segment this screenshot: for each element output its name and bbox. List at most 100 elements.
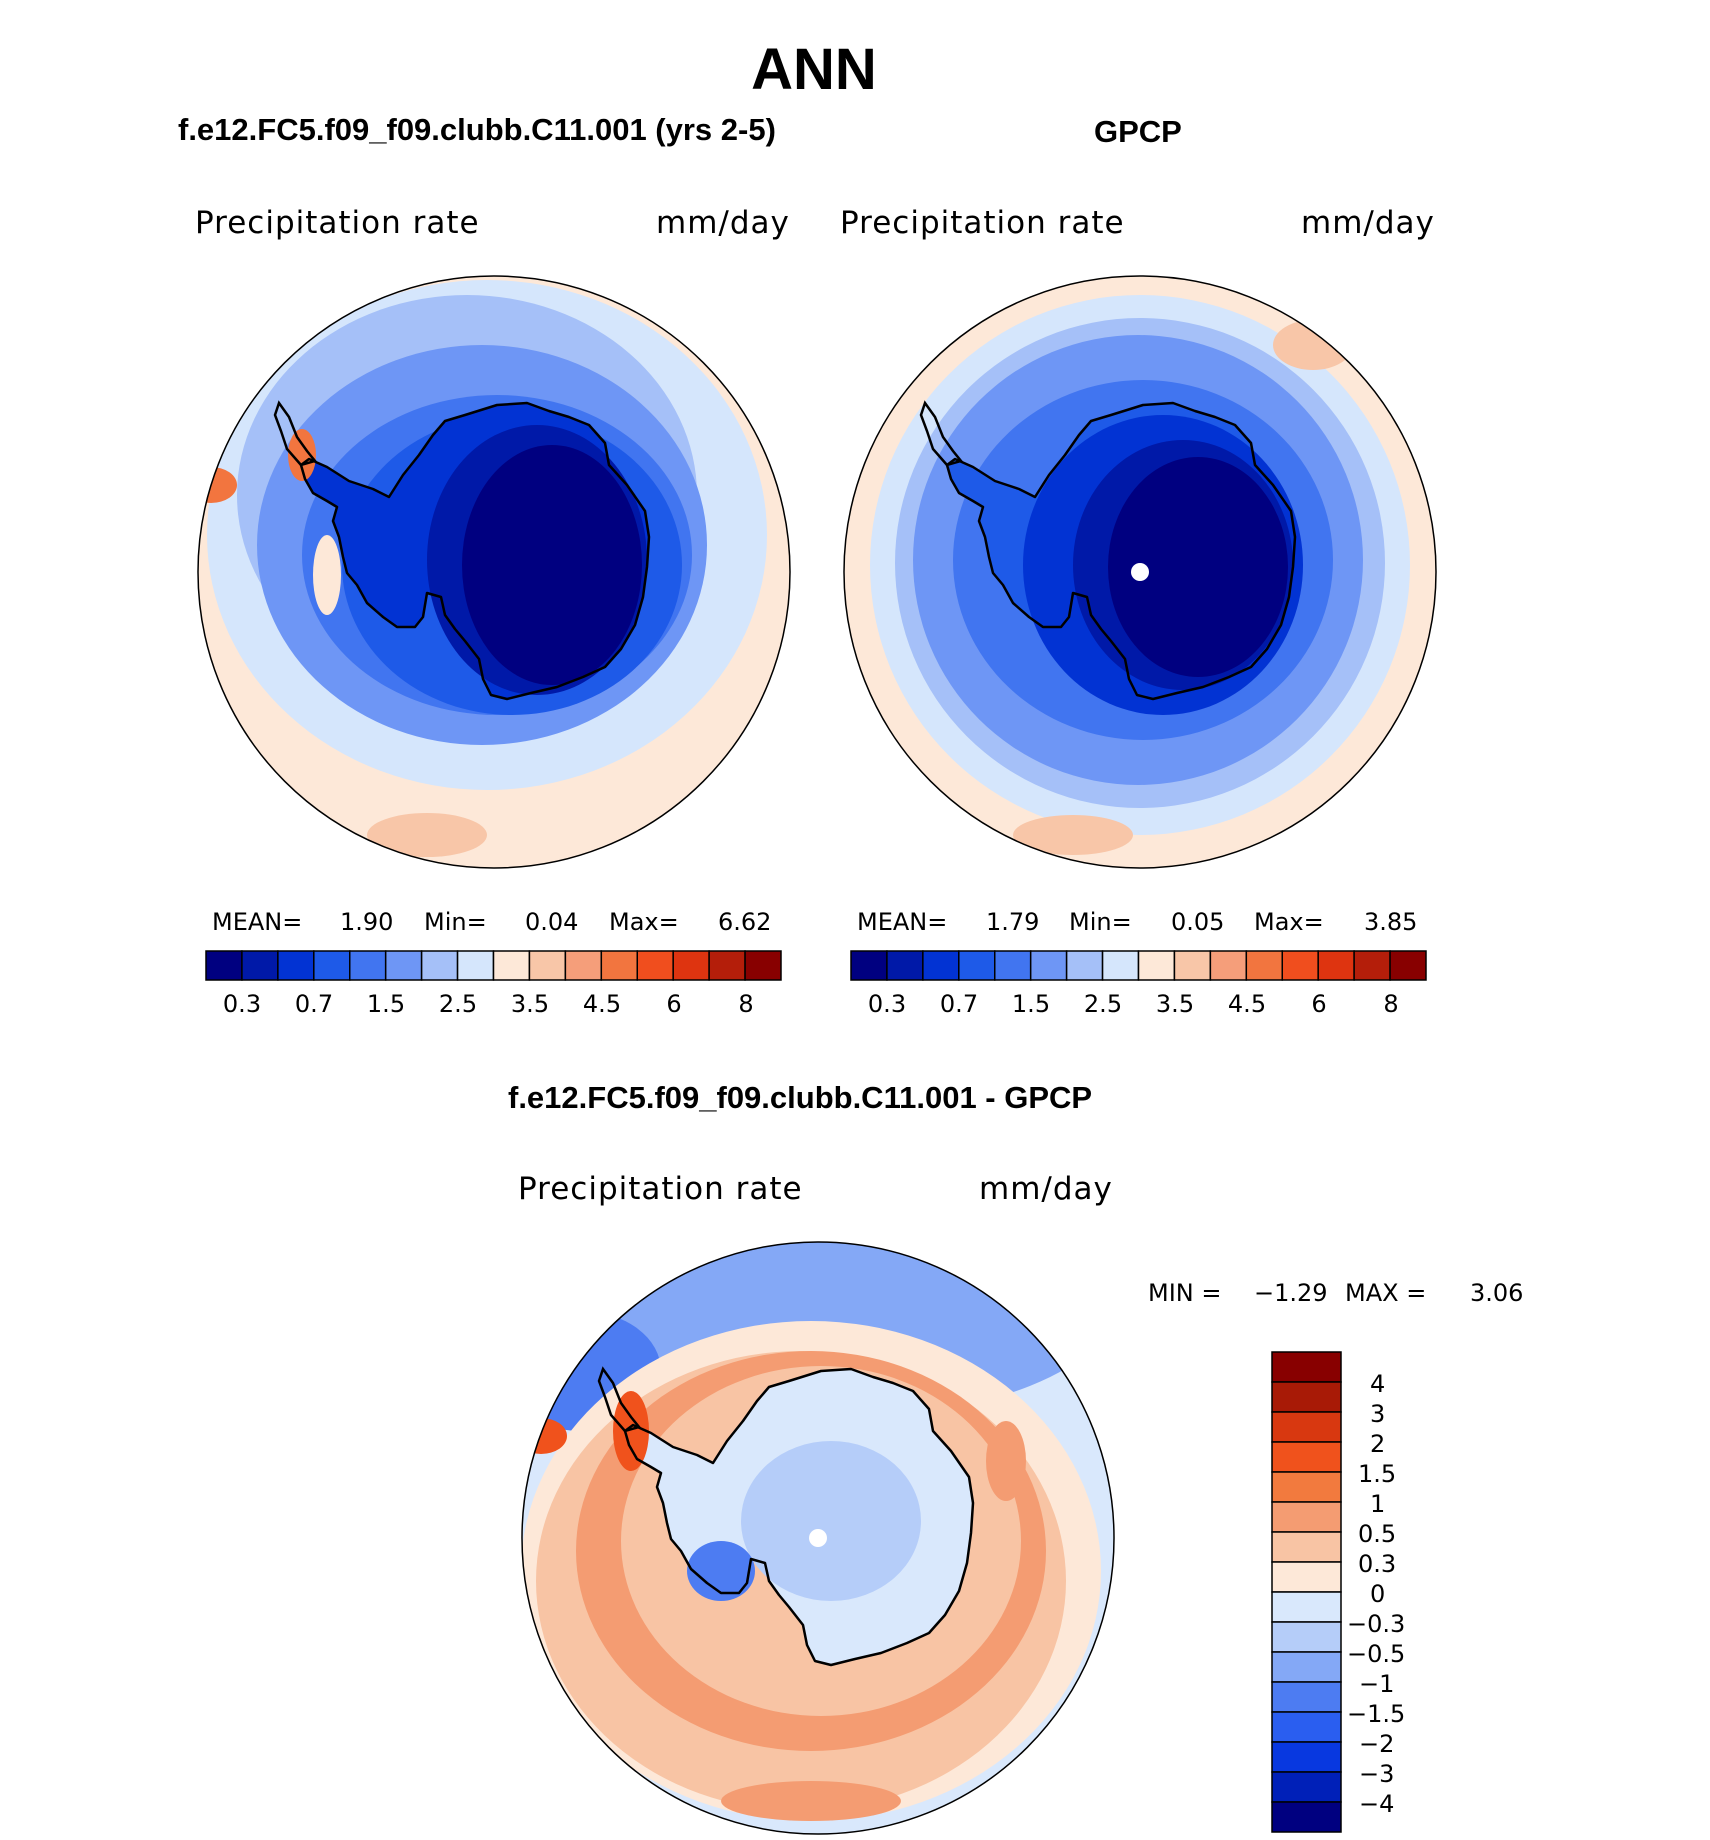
panel1-colorbar-tick: 3.5 <box>510 990 550 1018</box>
colorbar-swatch <box>1245 950 1283 981</box>
colorbar-swatch <box>420 950 459 981</box>
panel2-title: GPCP <box>1094 114 1182 149</box>
panel2-mean-label: MEAN= <box>857 908 948 936</box>
panel1-colorbar-tick: 1.5 <box>366 990 406 1018</box>
colorbar-swatch <box>994 950 1032 981</box>
panel3-min-label: MIN = <box>1148 1279 1222 1307</box>
panel3-colorbar-tick: 3 <box>1370 1400 1386 1428</box>
panel1-title: f.e12.FC5.f09_f09.clubb.C11.001 (yrs 2-5… <box>178 112 776 147</box>
panel2-colorbar-tick: 1.5 <box>1011 990 1051 1018</box>
panel1-mean-value: 1.90 <box>340 908 394 936</box>
panel3-colorbar-tick: 1 <box>1370 1490 1386 1518</box>
colorbar-swatch <box>1065 950 1104 981</box>
panel1-colorbar-tick: 2.5 <box>438 990 478 1018</box>
colorbar-swatch <box>1389 950 1427 981</box>
contour-band <box>1108 457 1288 677</box>
south-pole-marker <box>809 1529 827 1547</box>
map-border <box>197 275 791 869</box>
colorbar-swatch <box>1271 1351 1342 1383</box>
panel2-min-value: 0.05 <box>1171 908 1225 936</box>
contour-band <box>741 1441 921 1601</box>
colorbar-swatch <box>672 950 710 981</box>
panel3-colorbar-tick: −1 <box>1359 1670 1395 1698</box>
colorbar-swatch <box>528 950 567 981</box>
panel1-colorbar-tick: 8 <box>738 990 754 1018</box>
colorbar-swatch <box>313 950 351 981</box>
map-border <box>843 275 1437 869</box>
contour-band <box>288 429 316 481</box>
antarctic-peninsula-coastline <box>597 1366 642 1433</box>
panel2-colorbar-tick: 8 <box>1383 990 1399 1018</box>
panel1-colorbar-tick: 0.7 <box>294 990 334 1018</box>
contour-band <box>367 813 487 857</box>
colorbar-swatch <box>600 950 638 981</box>
colorbar-swatch <box>349 950 387 981</box>
colorbar-swatch <box>277 950 315 981</box>
panel1-min-label: Min= <box>424 908 487 936</box>
panel3-colorbar-tick: −3 <box>1359 1760 1395 1788</box>
panel2-min-label: Min= <box>1069 908 1132 936</box>
panel3-colorbar-tick: −1.5 <box>1347 1700 1406 1728</box>
panel1-min-value: 0.04 <box>525 908 579 936</box>
panel3-colorbar-tick: 0.5 <box>1358 1520 1397 1548</box>
contour-band <box>613 1391 649 1471</box>
antarctic-peninsula-coastline <box>919 400 964 467</box>
colorbar-swatch <box>1271 1411 1342 1443</box>
colorbar-swatch <box>205 950 243 981</box>
contour-band <box>522 1418 567 1454</box>
colorbar-swatch <box>1271 1621 1342 1653</box>
colorbar-swatch <box>1271 1771 1342 1803</box>
panel3-min-value: −1.29 <box>1254 1279 1328 1307</box>
colorbar-swatch <box>1271 1591 1342 1623</box>
colorbar-swatch <box>1271 1801 1342 1833</box>
panel2-polar-map <box>843 275 1437 869</box>
panel2-colorbar-tick: 6 <box>1311 990 1327 1018</box>
contour-band <box>687 1541 755 1601</box>
colorbar-swatch <box>1271 1711 1342 1743</box>
map-contour-field <box>198 276 790 868</box>
panel1-max-value: 6.62 <box>718 908 772 936</box>
colorbar-swatch <box>1029 950 1068 981</box>
panel2-units-label: mm/day <box>1301 205 1435 241</box>
colorbar-swatch <box>1271 1381 1342 1413</box>
panel2-colorbar-tick: 4.5 <box>1227 990 1267 1018</box>
panel1-colorbar-tick: 6 <box>666 990 682 1018</box>
colorbar-swatch <box>1271 1561 1342 1593</box>
panel1-units-label: mm/day <box>656 205 790 241</box>
contour-band <box>986 1421 1026 1501</box>
antarctic-peninsula-coastline <box>273 400 318 467</box>
panel2-colorbar-tick: 3.5 <box>1155 990 1195 1018</box>
panel3-polar-map <box>521 1241 1115 1835</box>
panel3-colorbar-tick: −0.5 <box>1347 1640 1406 1668</box>
colorbar-swatch <box>1271 1531 1342 1563</box>
figure-title: ANN <box>751 37 877 102</box>
map-border <box>521 1241 1115 1835</box>
panel3-colorbar <box>1271 1351 1342 1833</box>
panel3-colorbar-tick: −4 <box>1359 1790 1395 1818</box>
panel3-colorbar-tick: −2 <box>1359 1730 1395 1758</box>
panel1-colorbar-tick: 4.5 <box>582 990 622 1018</box>
colorbar-swatch <box>850 950 888 981</box>
colorbar-swatch <box>1271 1651 1342 1683</box>
map-contour-field <box>844 276 1436 868</box>
panel2-max-label: Max= <box>1254 908 1324 936</box>
colorbar-swatch <box>958 950 996 981</box>
colorbar-swatch <box>1271 1441 1342 1473</box>
colorbar-swatch <box>1271 1471 1342 1503</box>
colorbar-swatch <box>456 950 495 981</box>
colorbar-swatch <box>1271 1741 1342 1773</box>
panel3-max-label: MAX = <box>1345 1279 1427 1307</box>
colorbar-swatch <box>922 950 960 981</box>
panel2-colorbar-tick: 2.5 <box>1083 990 1123 1018</box>
colorbar-swatch <box>744 950 782 981</box>
panel2-variable-label: Precipitation rate <box>840 205 1125 241</box>
contour-band <box>1273 320 1353 370</box>
contour-band <box>462 445 642 685</box>
colorbar-swatch <box>1353 950 1391 981</box>
panel3-colorbar-tick: 1.5 <box>1358 1460 1397 1488</box>
contour-band <box>1013 815 1133 855</box>
colorbar-swatch <box>1271 1501 1342 1533</box>
colorbar-swatch <box>384 950 423 981</box>
panel3-title: f.e12.FC5.f09_f09.clubb.C11.001 - GPCP <box>508 1080 1093 1115</box>
panel3-max-value: 3.06 <box>1470 1279 1524 1307</box>
